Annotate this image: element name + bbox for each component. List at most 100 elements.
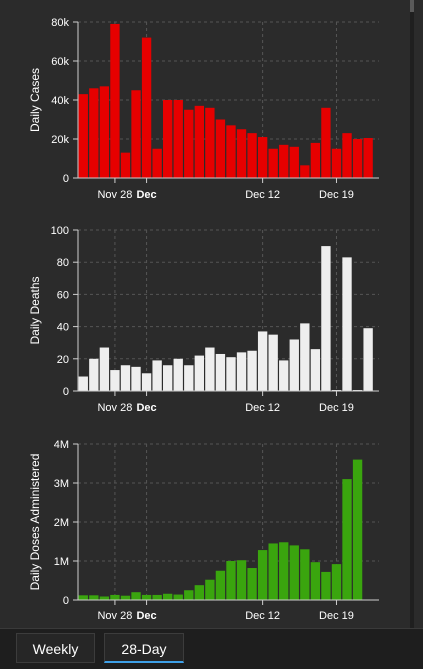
cases-bar [215, 119, 226, 178]
doses-xtick-label: Dec 19 [319, 610, 354, 622]
deaths-bar [268, 334, 278, 391]
deaths-bar [89, 358, 99, 391]
doses-bar [352, 459, 363, 600]
cases-bar [300, 165, 310, 178]
doses-bar [268, 543, 278, 600]
doses-bar [131, 592, 141, 600]
doses-bar [205, 579, 215, 600]
doses-bar [194, 585, 204, 600]
cases-xtick-label: Dec 19 [319, 189, 354, 201]
cases-bar [78, 94, 88, 178]
cases-xtick-label: Dec [136, 189, 156, 201]
doses-bar [289, 545, 299, 600]
deaths-ytick-label: 100 [51, 225, 69, 237]
cases-bar [352, 139, 363, 178]
doses-bar [331, 564, 342, 600]
doses-ytick-label: 3M [54, 478, 69, 490]
cases-bar [120, 152, 131, 178]
doses-bar [247, 568, 257, 600]
cases-ytick-label: 20k [51, 134, 69, 146]
doses-bar [236, 560, 247, 600]
deaths-bar [279, 360, 289, 391]
deaths-bar [342, 257, 352, 391]
cases-bar [289, 146, 299, 178]
cases-bar [131, 90, 141, 178]
deaths-xtick-label: Dec 12 [245, 402, 280, 414]
cases-ytick-label: 40k [51, 95, 69, 107]
cases-bar [99, 86, 110, 178]
deaths-bar [215, 353, 226, 391]
doses-bar [310, 562, 321, 600]
deaths-bar [163, 365, 173, 391]
tab-weekly[interactable]: Weekly [16, 633, 95, 663]
cases-bar [342, 133, 352, 178]
deaths-bar [194, 355, 204, 391]
doses-ytick-label: 2M [54, 517, 69, 529]
deaths-bar [247, 350, 257, 391]
cases-bar [173, 100, 183, 178]
doses-bar [152, 594, 162, 600]
doses-bar [257, 550, 268, 600]
doses-xtick-label: Dec 12 [245, 610, 280, 622]
cases-bar [331, 148, 342, 178]
doses-ytick-label: 4M [54, 439, 69, 451]
doses-bar [141, 594, 152, 600]
deaths-bar [184, 365, 194, 391]
deaths-ytick-label: 60 [57, 289, 69, 301]
doses-bar [215, 570, 226, 600]
cases-bar [236, 129, 247, 178]
doses-bar [120, 595, 131, 600]
deaths-bar [257, 331, 268, 391]
charts-panel: 0 20k 40k 60k 80k Nov 28 Dec Dec 12 Dec 19 Daily … [28, 0, 414, 628]
scrollbar-thumb[interactable] [410, 0, 414, 12]
deaths-bar [173, 358, 183, 391]
deaths-ylabel: Daily Deaths [28, 276, 42, 344]
cases-xtick-label: Dec 12 [245, 189, 280, 201]
tab-28-day[interactable]: 28-Day [104, 633, 184, 663]
doses-bar [321, 571, 331, 600]
deaths-bar [236, 352, 247, 391]
doses-bar [184, 590, 194, 600]
deaths-bar [131, 366, 141, 391]
cases-xtick-label: Nov 28 [97, 189, 132, 201]
deaths-xtick-label: Dec 19 [319, 402, 354, 414]
deaths-xtick-label: Nov 28 [97, 402, 132, 414]
cases-ytick-label: 60k [51, 56, 69, 68]
doses-bar [226, 561, 236, 600]
cases-ytick-label: 80k [51, 17, 69, 29]
doses-bar [279, 542, 289, 600]
cases-ytick-label: 0 [63, 173, 69, 185]
doses-bar [342, 479, 352, 600]
deaths-bar [300, 323, 310, 391]
doses-ytick-label: 0 [63, 595, 69, 607]
doses-bar [110, 594, 120, 600]
doses-bar [163, 593, 173, 600]
doses-bar [89, 595, 99, 600]
deaths-bar [310, 349, 321, 391]
cases-bar [310, 142, 321, 178]
deaths-bar [99, 347, 110, 391]
deaths-bar [289, 339, 299, 391]
deaths-xtick-label: Dec [136, 402, 156, 414]
doses-xtick-label: Nov 28 [97, 610, 132, 622]
deaths-bar [205, 347, 215, 391]
cases-bar [194, 105, 204, 178]
deaths-ytick-label: 40 [57, 322, 69, 334]
deaths-ytick-label: 20 [57, 354, 69, 366]
cases-ylabel: Daily Cases [28, 68, 42, 132]
deaths-bar [141, 373, 152, 391]
doses-xtick-label: Dec [136, 610, 156, 622]
cases-bar [184, 109, 194, 178]
deaths-bar [226, 357, 236, 391]
doses-bar [300, 549, 310, 600]
deaths-bar [321, 246, 331, 391]
cases-bar [152, 148, 162, 178]
doses-bar [99, 596, 110, 600]
cases-bar [321, 107, 331, 178]
cases-bar [205, 107, 215, 178]
tab-bar: Weekly 28-Day [0, 628, 423, 669]
cases-bar [279, 144, 289, 178]
scrollbar-track[interactable] [410, 0, 414, 628]
doses-bar [173, 594, 183, 600]
cases-bar [110, 23, 120, 179]
